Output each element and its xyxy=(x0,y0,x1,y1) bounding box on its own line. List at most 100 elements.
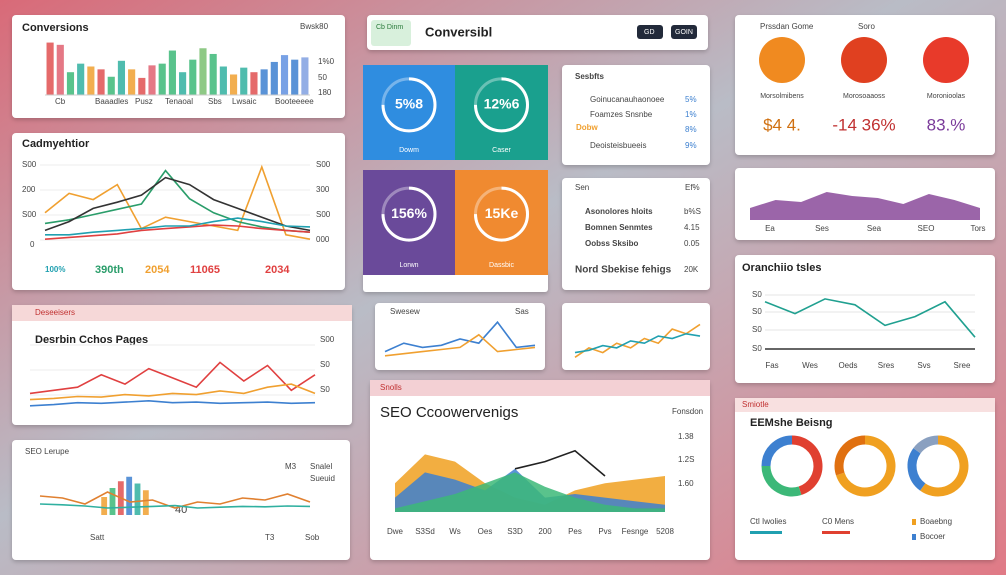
bar xyxy=(240,67,248,95)
row-value: 4.15 xyxy=(684,223,700,232)
row-value: 1% xyxy=(685,110,697,119)
stat: 390th xyxy=(95,264,124,276)
side-label: 1.38 xyxy=(678,432,694,441)
bar xyxy=(77,63,85,95)
bar xyxy=(117,60,126,95)
line-series xyxy=(574,323,701,358)
badge-label: Soro xyxy=(858,22,875,31)
tile-ring xyxy=(381,186,437,242)
row-label: Bomnen Senmtes xyxy=(585,223,653,232)
line-series xyxy=(384,333,536,357)
panel-header-label: Smiotle xyxy=(742,400,769,409)
donut-segment xyxy=(913,435,939,454)
gauge-value: 83.% xyxy=(927,115,966,134)
y-label: S0 xyxy=(752,290,762,299)
panel-title: Desrbin Cchos Pages xyxy=(35,334,148,346)
panel xyxy=(12,440,350,560)
bar xyxy=(280,55,289,95)
x-label: Oeds xyxy=(838,361,857,370)
stat: 100% xyxy=(45,265,65,274)
row-value: 8% xyxy=(685,125,697,134)
bar xyxy=(87,66,95,95)
row-label: Goinucanauhaonoee xyxy=(590,95,665,104)
line-series xyxy=(39,491,311,509)
panel-header-label: Deseeisers xyxy=(35,308,75,317)
tile xyxy=(363,65,455,160)
line-series xyxy=(514,449,606,477)
axis-label: Baaadles xyxy=(95,97,128,106)
gauge-value: -14 36% xyxy=(832,115,895,134)
donut-segment xyxy=(791,435,823,496)
row-label: Oobss Sksibo xyxy=(585,239,638,248)
legend-label: Bocoer xyxy=(920,532,946,541)
x-label: Fas xyxy=(765,361,778,370)
panel-title: Conversions xyxy=(22,22,89,34)
y-label: 300 xyxy=(316,185,330,194)
gauge-caption: Morsolmibens xyxy=(760,93,804,100)
x-label: Dwe xyxy=(387,527,404,536)
line-series xyxy=(39,503,311,509)
header-title: Conversibl xyxy=(425,24,492,39)
bar xyxy=(138,77,146,95)
y-label: 0 xyxy=(30,240,35,249)
badge-label: Sas xyxy=(515,307,529,316)
bar xyxy=(66,72,75,95)
button[interactable] xyxy=(637,25,663,39)
label: Snalel xyxy=(310,462,332,471)
x-label: SEO xyxy=(918,224,935,233)
label: M3 xyxy=(285,462,297,471)
y-label: S00 xyxy=(316,160,331,169)
panel xyxy=(370,380,710,560)
tiles: 5%8 Dowm 12%6 Caser 156% Lorwn 15Ke Dassbic xyxy=(363,65,548,275)
panel xyxy=(367,15,708,50)
bar xyxy=(128,69,136,95)
y-label: S00 xyxy=(320,335,335,344)
badge-label: Ef% xyxy=(685,183,700,192)
line-series xyxy=(44,169,311,233)
line-series xyxy=(44,164,311,240)
panel-title: Prssdan Gome xyxy=(760,22,814,31)
panel-title: SEO Lerupe xyxy=(25,447,70,456)
bar xyxy=(142,490,149,515)
panel-header xyxy=(735,398,995,412)
bar xyxy=(126,476,133,515)
bar xyxy=(250,72,258,95)
bar xyxy=(219,66,227,95)
panel xyxy=(363,270,548,292)
axis-label: Booteeeee xyxy=(275,97,314,106)
legend-swatch xyxy=(912,519,916,525)
x-label: 200 xyxy=(538,527,552,536)
side-label: 1%0 xyxy=(318,57,335,66)
button-label[interactable]: GD xyxy=(644,29,655,36)
bar xyxy=(229,74,238,95)
y-label: 200 xyxy=(22,185,36,194)
bar xyxy=(291,59,299,95)
gauge xyxy=(841,37,887,83)
panel-title: EEMshe Beisng xyxy=(750,417,833,429)
label: Sob xyxy=(305,533,320,542)
donut-segment xyxy=(834,435,866,476)
area-series xyxy=(395,472,665,512)
panel xyxy=(735,255,995,383)
panel-title: Sesbfts xyxy=(575,72,604,81)
row-label: Dobw xyxy=(576,123,599,132)
row-label: Deoisteisbueeis xyxy=(590,141,646,150)
y-label: S00 xyxy=(22,160,37,169)
tile-value: 12%6 xyxy=(484,96,520,112)
button-label[interactable]: GOIN xyxy=(675,29,693,36)
x-label: S3Sd xyxy=(415,527,435,536)
row-value: b%S xyxy=(684,207,701,216)
line-series xyxy=(29,361,316,395)
side-label: 1.2S xyxy=(678,455,694,464)
bar xyxy=(101,497,108,515)
stat: 11065 xyxy=(190,264,220,276)
panel xyxy=(562,303,710,370)
donut-segment xyxy=(835,435,896,497)
bar xyxy=(56,44,64,95)
badge-label: Cb Dinm xyxy=(376,24,403,31)
button[interactable] xyxy=(671,25,697,39)
x-label: 5208 xyxy=(656,527,674,536)
gauge-value: $4 4. xyxy=(763,115,801,134)
